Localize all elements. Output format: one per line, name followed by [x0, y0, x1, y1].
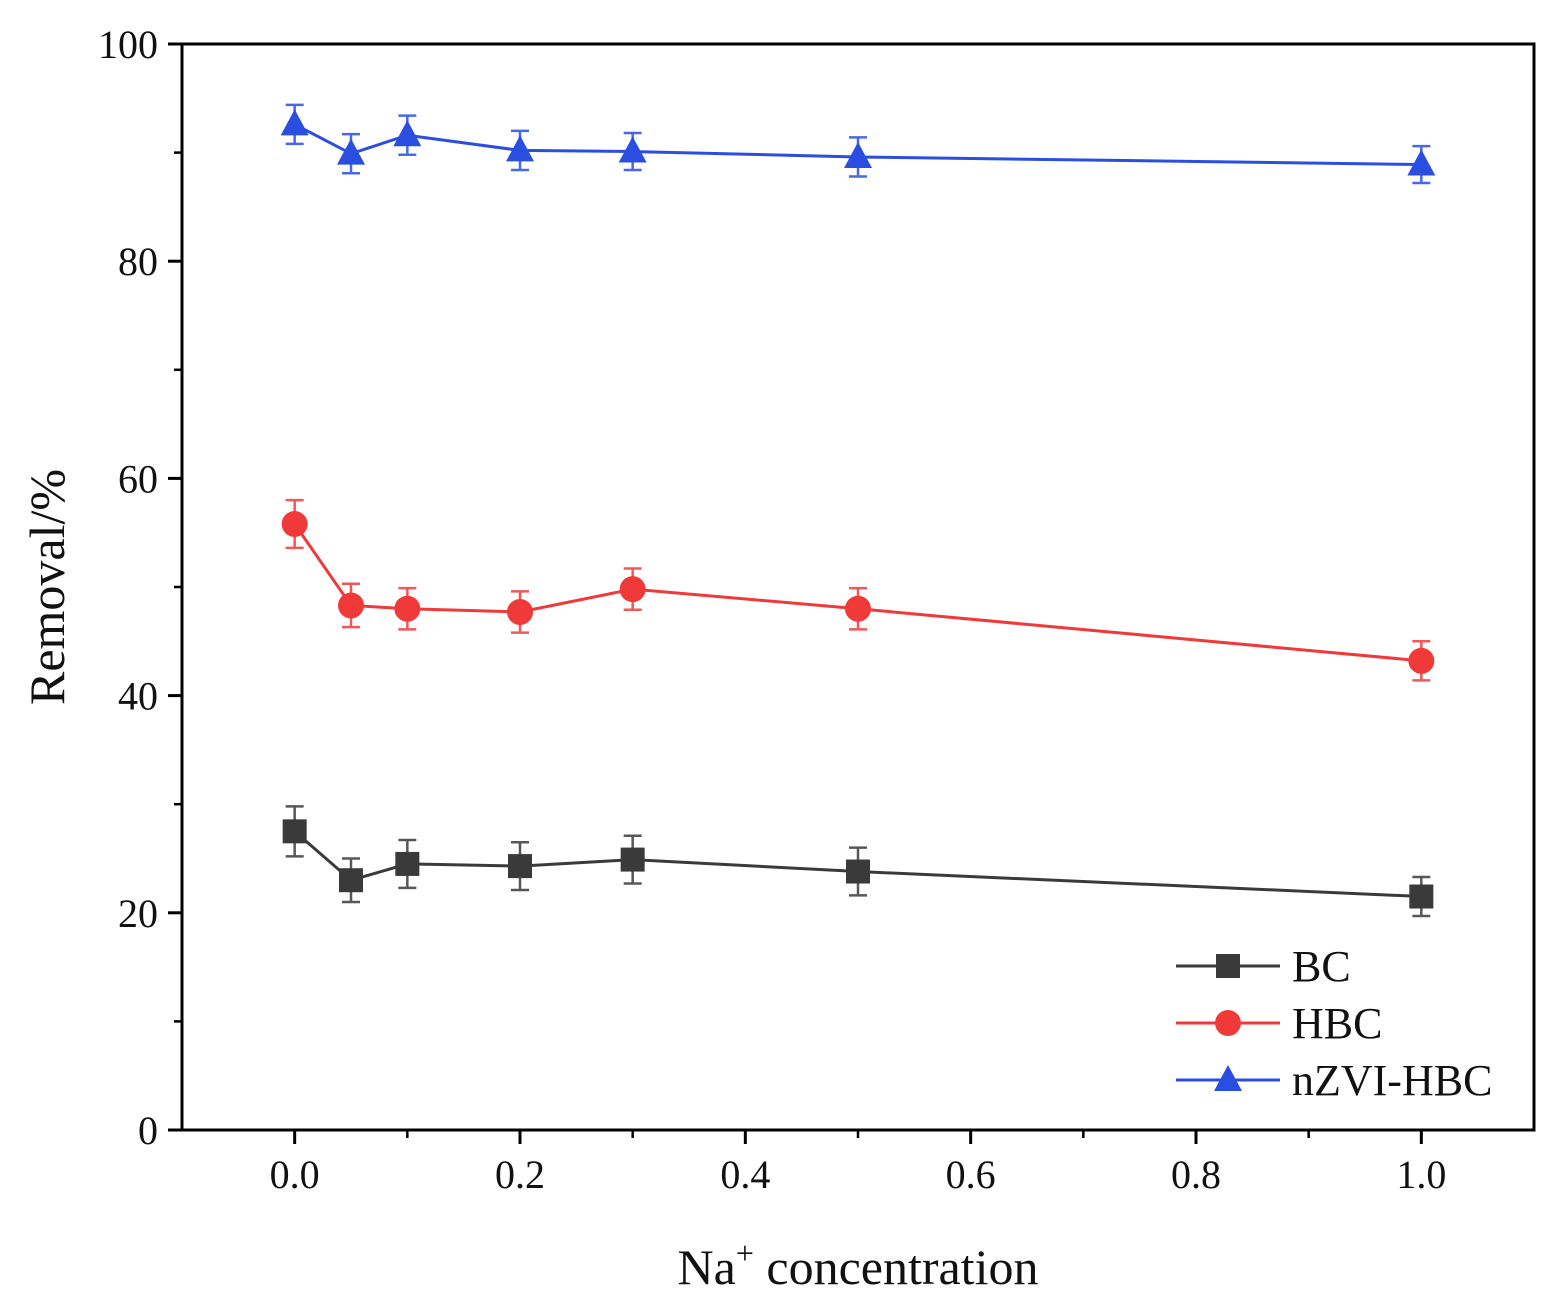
y-axis-title: Removal/% — [19, 469, 75, 705]
x-tick-label: 1.0 — [1396, 1152, 1446, 1197]
data-point — [619, 576, 646, 603]
x-axis-title: Na+ concentration — [678, 1235, 1039, 1295]
legend-marker — [1216, 954, 1240, 978]
x-axis-title-suffix: concentration — [754, 1239, 1039, 1295]
y-tick-label: 0 — [138, 1108, 158, 1153]
legend: BC HBC nZVI-HBC — [1176, 942, 1492, 1105]
data-point — [507, 598, 533, 625]
x-axis-title-main: Na — [678, 1239, 736, 1295]
data-point — [1409, 884, 1434, 909]
y-tick-label: 60 — [118, 456, 158, 501]
tick-labels: 0.0 0.2 0.4 0.6 0.8 1.0 0 20 40 60 80 100 — [98, 22, 1446, 1197]
x-axis-title-superscript: + — [736, 1235, 754, 1271]
legend-marker — [1215, 1010, 1241, 1036]
legend-item-hbc: HBC — [1176, 999, 1382, 1048]
series-bc — [282, 805, 1434, 918]
legend-marker — [1214, 1065, 1242, 1091]
legend-label: HBC — [1292, 999, 1382, 1048]
data-point — [844, 141, 872, 168]
x-tick-label: 0.2 — [495, 1152, 545, 1197]
data-point — [1407, 149, 1436, 176]
axis-ticks — [168, 42, 1423, 1144]
data-point — [281, 511, 308, 538]
data-point — [1408, 647, 1435, 674]
data-point — [508, 854, 532, 879]
x-tick-label: 0.0 — [270, 1152, 320, 1197]
data-point — [338, 592, 364, 619]
data-point — [618, 136, 647, 163]
data-point — [393, 120, 422, 147]
data-point — [282, 819, 307, 844]
data-point — [506, 135, 534, 162]
data-point — [845, 595, 871, 622]
legend-item-bc: BC — [1176, 942, 1351, 991]
data-point — [337, 138, 365, 165]
y-tick-label: 20 — [118, 891, 158, 936]
legend-label: nZVI-HBC — [1292, 1056, 1492, 1105]
legend-label: BC — [1292, 942, 1351, 991]
data-point — [395, 851, 420, 876]
legend-item-nzvi-hbc: nZVI-HBC — [1176, 1056, 1492, 1105]
data-point — [394, 595, 421, 622]
x-tick-label: 0.6 — [946, 1152, 996, 1197]
data-point — [339, 868, 363, 893]
series-nzvi-hbc — [280, 103, 1436, 185]
x-tick-label: 0.4 — [720, 1152, 770, 1197]
series-layer — [280, 103, 1436, 918]
y-tick-label: 100 — [98, 22, 158, 67]
data-point — [620, 847, 645, 872]
data-point — [846, 859, 870, 884]
y-tick-label: 40 — [118, 674, 158, 719]
x-tick-label: 0.8 — [1171, 1152, 1221, 1197]
data-point — [280, 109, 309, 136]
y-tick-label: 80 — [118, 239, 158, 284]
series-hbc — [281, 498, 1435, 682]
